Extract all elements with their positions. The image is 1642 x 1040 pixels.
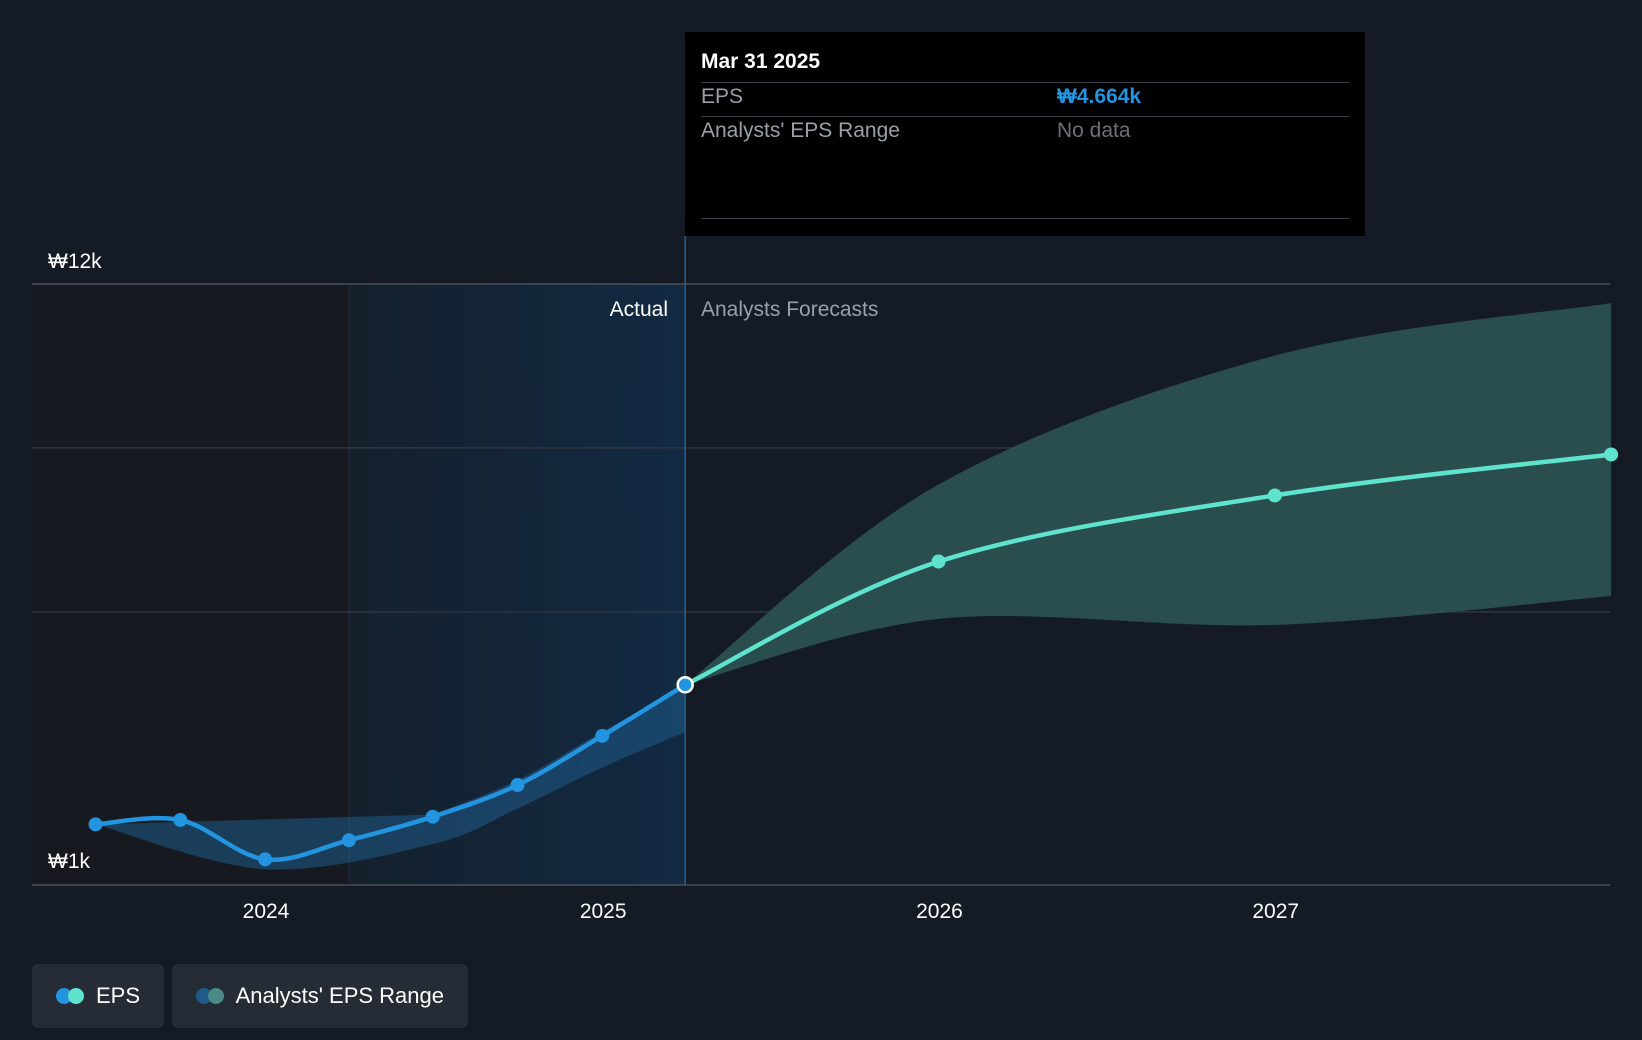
forecast-eps-point[interactable] — [931, 554, 946, 569]
x-tick-label: 2026 — [916, 900, 963, 923]
tooltip-eps-value: ₩4.664k — [1057, 85, 1142, 108]
legend-eps-range-label: Analysts' EPS Range — [235, 983, 444, 1008]
forecast-region-label: Analysts Forecasts — [701, 298, 878, 321]
actual-eps-point[interactable] — [173, 812, 188, 827]
tooltip-divider — [701, 82, 1349, 83]
tooltip-divider — [701, 116, 1349, 117]
x-tick-label: 2024 — [243, 900, 290, 923]
eps-legend-icon — [56, 987, 84, 1005]
actual-eps-point[interactable] — [258, 852, 273, 867]
legend-item-eps-range[interactable]: Analysts' EPS Range — [172, 964, 468, 1028]
data-tooltip: Mar 31 2025 EPS ₩4.664k Analysts' EPS Ra… — [685, 32, 1365, 236]
actual-region-label: Actual — [610, 298, 668, 321]
forecast-range-area — [685, 303, 1612, 685]
tooltip-range-label: Analysts' EPS Range — [701, 119, 900, 142]
actual-eps-point[interactable] — [88, 817, 103, 832]
y-axis-min-label: ₩1k — [48, 850, 91, 873]
actual-eps-line — [93, 682, 688, 863]
pre-period-background — [32, 284, 349, 885]
tooltip-divider — [701, 218, 1349, 219]
tooltip-range-value: No data — [1057, 119, 1131, 142]
actual-range-area — [95, 684, 686, 870]
legend-eps-label: EPS — [95, 983, 140, 1008]
forecast-eps-point[interactable] — [1267, 488, 1282, 503]
tooltip-eps-label: EPS — [701, 85, 744, 108]
forecast-eps-point[interactable] — [1604, 447, 1619, 462]
actual-eps-point[interactable] — [595, 728, 610, 743]
x-tick-label: 2025 — [580, 900, 627, 923]
actual-eps-point[interactable] — [341, 833, 356, 848]
actual-eps-point[interactable] — [425, 809, 440, 824]
x-tick-label: 2027 — [1252, 900, 1299, 923]
actual-eps-point[interactable] — [510, 778, 525, 793]
highlighted-eps-point[interactable] — [676, 676, 694, 694]
forecast-eps-line — [682, 452, 1614, 688]
tooltip-date: Mar 31 2025 — [701, 50, 821, 73]
eps-range-legend-icon — [196, 987, 224, 1005]
legend-item-eps[interactable]: EPS — [32, 964, 164, 1028]
y-axis-max-label: ₩12k — [48, 250, 102, 273]
